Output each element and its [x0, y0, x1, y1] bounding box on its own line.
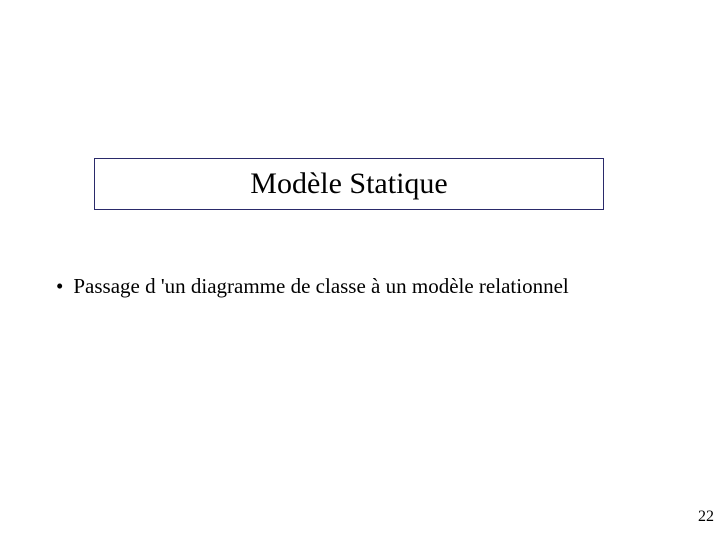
slide-title: Modèle Statique	[250, 167, 447, 201]
bullet-item: • Passage d 'un diagramme de classe à un…	[56, 274, 569, 299]
bullet-text: Passage d 'un diagramme de classe à un m…	[73, 274, 568, 299]
slide: { "title": { "text": "Modèle Statique", …	[0, 0, 720, 540]
title-box: Modèle Statique	[94, 158, 604, 210]
page-number: 22	[698, 508, 714, 526]
bullet-marker: •	[56, 274, 63, 299]
